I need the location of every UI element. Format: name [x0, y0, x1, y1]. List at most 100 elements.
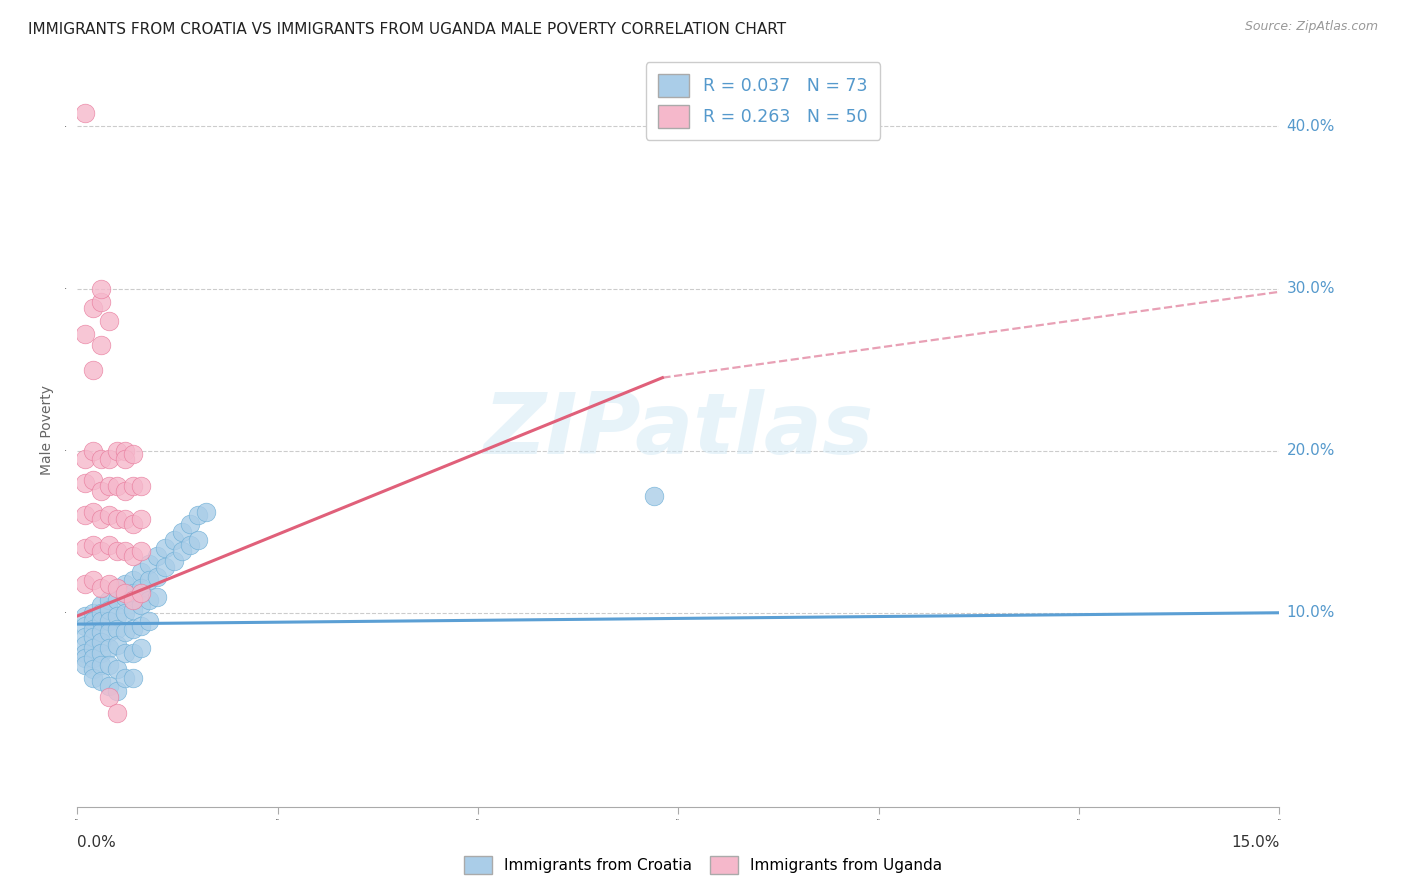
Point: [82, 505, 104, 519]
Point: [131, 618, 153, 632]
Point: [146, 590, 169, 604]
Point: [90, 512, 112, 526]
Point: [82, 641, 104, 656]
Point: [131, 586, 153, 600]
Point: [82, 473, 104, 487]
Point: [131, 598, 153, 612]
Point: [114, 512, 136, 526]
Point: [122, 574, 145, 588]
Text: 40.0%: 40.0%: [1286, 119, 1334, 134]
Text: Source: ZipAtlas.com: Source: ZipAtlas.com: [1244, 20, 1378, 33]
Point: [138, 614, 160, 628]
Point: [82, 301, 104, 315]
Text: 0.0%: 0.0%: [77, 836, 117, 850]
Point: [138, 574, 160, 588]
Point: [98, 690, 121, 704]
Point: [179, 538, 201, 552]
Text: IMMIGRANTS FROM CROATIA VS IMMIGRANTS FROM UGANDA MALE POVERTY CORRELATION CHART: IMMIGRANTS FROM CROATIA VS IMMIGRANTS FR…: [28, 22, 786, 37]
Point: [131, 479, 153, 493]
Point: [75, 646, 97, 660]
Legend: R = 0.037   N = 73, R = 0.263   N = 50: R = 0.037 N = 73, R = 0.263 N = 50: [645, 62, 880, 140]
Point: [138, 557, 160, 571]
Point: [186, 508, 209, 523]
Point: [155, 541, 177, 555]
Point: [75, 541, 97, 555]
Point: [131, 544, 153, 558]
Point: [114, 451, 136, 466]
Point: [75, 657, 97, 672]
Point: [107, 592, 129, 607]
Point: [122, 479, 145, 493]
Point: [82, 574, 104, 588]
Point: [114, 671, 136, 685]
Point: [90, 294, 112, 309]
Point: [98, 508, 121, 523]
Point: [82, 671, 104, 685]
Point: [90, 657, 112, 672]
Point: [146, 549, 169, 563]
Point: [138, 592, 160, 607]
Point: [114, 443, 136, 458]
Point: [90, 614, 112, 628]
Point: [114, 590, 136, 604]
Point: [98, 614, 121, 628]
Point: [75, 106, 97, 120]
Point: [98, 641, 121, 656]
Point: [122, 592, 145, 607]
Point: [107, 622, 129, 636]
Point: [98, 576, 121, 591]
Point: [90, 338, 112, 352]
Text: 20.0%: 20.0%: [1286, 443, 1334, 458]
Point: [114, 484, 136, 499]
Point: [75, 576, 97, 591]
Point: [107, 638, 129, 652]
Point: [107, 582, 129, 596]
Point: [82, 663, 104, 677]
Point: [90, 281, 112, 295]
Point: [114, 646, 136, 660]
Point: [98, 538, 121, 552]
Point: [75, 476, 97, 491]
Point: [186, 533, 209, 547]
Point: [90, 598, 112, 612]
Text: ZIPatlas: ZIPatlas: [484, 389, 873, 472]
Point: [82, 606, 104, 620]
Point: [90, 606, 112, 620]
Point: [75, 651, 97, 665]
Point: [170, 524, 193, 539]
Point: [162, 533, 184, 547]
Point: [170, 544, 193, 558]
Text: 15.0%: 15.0%: [1232, 836, 1279, 850]
Point: [75, 630, 97, 644]
Point: [107, 582, 129, 596]
Point: [107, 443, 129, 458]
Point: [90, 635, 112, 649]
Point: [82, 630, 104, 644]
Point: [107, 479, 129, 493]
Point: [98, 602, 121, 616]
Point: [75, 609, 97, 624]
Point: [131, 582, 153, 596]
Point: [107, 609, 129, 624]
Point: [114, 625, 136, 640]
Point: [75, 326, 97, 341]
Point: [122, 516, 145, 531]
Point: [98, 479, 121, 493]
Point: [131, 566, 153, 580]
Point: [98, 314, 121, 328]
Point: [90, 646, 112, 660]
Point: [82, 651, 104, 665]
Point: [82, 362, 104, 376]
Point: [98, 451, 121, 466]
Point: [114, 586, 136, 600]
Point: [98, 592, 121, 607]
Point: [107, 683, 129, 698]
Point: [75, 618, 97, 632]
Point: [82, 443, 104, 458]
Point: [107, 512, 129, 526]
Point: [122, 646, 145, 660]
Point: [98, 657, 121, 672]
Point: [82, 538, 104, 552]
Point: [75, 508, 97, 523]
Point: [75, 638, 97, 652]
